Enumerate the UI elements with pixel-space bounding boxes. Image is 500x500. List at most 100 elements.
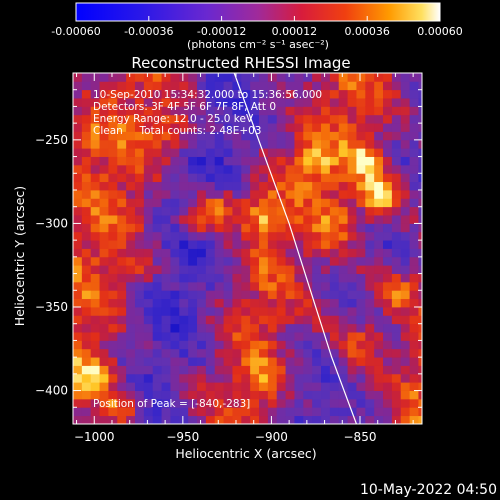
heatmap-cell: [250, 398, 260, 408]
heatmap-cell: [338, 390, 348, 400]
heatmap-cell: [197, 407, 207, 417]
heatmap-cell: [188, 173, 198, 183]
heatmap-cell: [321, 123, 331, 132]
heatmap-cell: [241, 265, 251, 274]
heatmap-cell: [99, 198, 109, 208]
heatmap-cell: [374, 173, 384, 183]
heatmap-cell: [152, 106, 162, 116]
heatmap-cell: [214, 73, 224, 82]
heatmap-cell: [81, 131, 92, 141]
heatmap-cell: [161, 123, 171, 132]
heatmap-cell: [374, 223, 384, 233]
heatmap-cell: [241, 332, 251, 341]
heatmap-cell: [232, 173, 242, 183]
heatmap-cell: [329, 390, 340, 400]
heatmap-cell: [73, 156, 83, 166]
heatmap-cell: [374, 273, 384, 283]
heatmap-cell: [241, 298, 251, 308]
heatmap-cell: [179, 357, 189, 366]
heatmap-cell: [409, 123, 419, 132]
heatmap-cell: [152, 298, 162, 308]
heatmap-cell: [152, 382, 162, 391]
heatmap-cell: [117, 223, 127, 233]
heatmap-cell: [303, 240, 313, 249]
heatmap-cell: [81, 106, 92, 116]
heatmap-cell: [99, 290, 109, 300]
heatmap-cell: [135, 398, 145, 408]
heatmap-cell: [365, 298, 375, 308]
heatmap-cell: [329, 348, 340, 358]
heatmap-cell: [312, 114, 322, 124]
heatmap-cell: [276, 307, 286, 316]
heatmap-cell: [223, 373, 233, 383]
heatmap-cell: [356, 106, 366, 116]
heatmap-cell: [347, 390, 357, 400]
heatmap-cell: [161, 73, 171, 82]
heatmap-cell: [152, 89, 162, 99]
heatmap-cell: [259, 256, 269, 266]
heatmap-cell: [267, 148, 278, 157]
heatmap-cell: [126, 298, 136, 308]
heatmap-cell: [205, 156, 216, 166]
heatmap-cell: [276, 148, 286, 157]
heatmap-cell: [170, 373, 180, 383]
heatmap-cell: [179, 81, 189, 91]
heatmap-cell: [250, 273, 260, 283]
heatmap-cell: [232, 190, 242, 199]
heatmap-cell: [267, 340, 278, 350]
heatmap-cell: [329, 298, 340, 308]
heatmap-cell: [338, 365, 348, 375]
heatmap-cell: [338, 123, 348, 132]
heatmap-cell: [232, 139, 242, 149]
heatmap-cell: [161, 398, 171, 408]
heatmap-cell: [400, 231, 410, 241]
heatmap-cell: [383, 398, 393, 408]
heatmap-cell: [267, 365, 278, 375]
heatmap-cell: [365, 332, 375, 341]
heatmap-cell: [400, 281, 410, 291]
heatmap-cell: [223, 81, 233, 91]
heatmap-cell: [276, 248, 286, 258]
heatmap-cell: [409, 148, 419, 157]
heatmap-cell: [312, 298, 322, 308]
heatmap-cell: [188, 123, 198, 132]
heatmap-cell: [267, 206, 278, 216]
heatmap-cell: [90, 415, 100, 424]
heatmap-cell: [418, 206, 422, 216]
heatmap-cell: [259, 398, 269, 408]
heatmap-cell: [179, 398, 189, 408]
heatmap-cell: [241, 415, 251, 424]
heatmap-cell: [161, 231, 171, 241]
heatmap-cell: [126, 332, 136, 341]
heatmap-cell: [400, 407, 410, 417]
heatmap-cell: [90, 123, 100, 132]
heatmap-cell: [294, 198, 304, 208]
heatmap-cell: [285, 315, 295, 325]
heatmap-cell: [400, 198, 410, 208]
heatmap-cell: [383, 215, 393, 224]
heatmap-cell: [99, 73, 109, 82]
heatmap-cell: [214, 148, 224, 157]
heatmap-cell: [312, 390, 322, 400]
heatmap-cell: [179, 281, 189, 291]
heatmap-cell: [90, 106, 100, 116]
heatmap-cell: [197, 240, 207, 249]
heatmap-cell: [205, 390, 216, 400]
heatmap-cell: [294, 332, 304, 341]
heatmap-cell: [374, 206, 384, 216]
heatmap-cell: [312, 139, 322, 149]
heatmap-cell: [197, 231, 207, 241]
heatmap-cell: [179, 173, 189, 183]
heatmap-cell: [418, 398, 422, 408]
heatmap-cell: [329, 114, 340, 124]
heatmap-cell: [356, 123, 366, 132]
heatmap-cell: [108, 281, 118, 291]
heatmap-cell: [418, 365, 422, 375]
heatmap-cell: [99, 298, 109, 308]
heatmap-cell: [73, 290, 83, 300]
heatmap-cell: [223, 114, 233, 124]
heatmap-cell: [188, 290, 198, 300]
heatmap-cell: [365, 181, 375, 191]
heatmap-cell: [73, 273, 83, 283]
x-tick-label: −900: [255, 430, 288, 444]
